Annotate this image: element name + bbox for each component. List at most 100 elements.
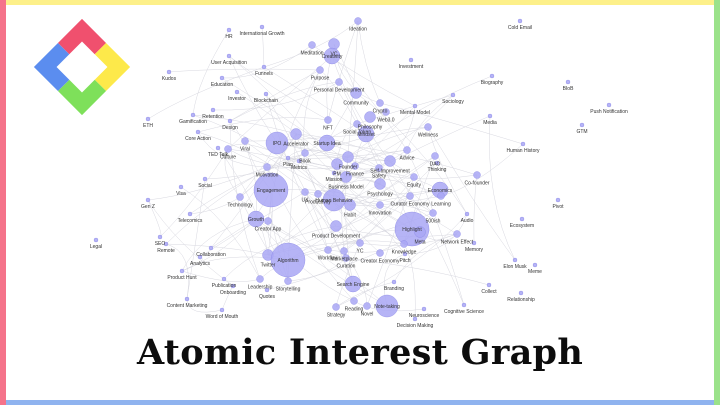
node-knowledge[interactable] bbox=[400, 240, 408, 248]
node-biob[interactable] bbox=[565, 79, 571, 85]
node-neuroscience[interactable] bbox=[421, 306, 427, 312]
node-memory[interactable] bbox=[471, 240, 477, 246]
node-ideation[interactable] bbox=[354, 17, 362, 25]
node-startup-idea[interactable] bbox=[318, 134, 336, 152]
node-habit[interactable] bbox=[344, 199, 356, 211]
node-meta[interactable] bbox=[414, 226, 426, 238]
node-gen-z[interactable] bbox=[145, 197, 151, 203]
node-funnels[interactable] bbox=[261, 64, 267, 70]
node-strategy[interactable] bbox=[332, 303, 340, 311]
node-kudos[interactable] bbox=[166, 69, 172, 75]
node-meme[interactable] bbox=[532, 262, 538, 268]
node-remote[interactable] bbox=[163, 241, 169, 247]
node-marketplace[interactable] bbox=[340, 247, 348, 255]
node-accelerator[interactable] bbox=[290, 128, 302, 140]
node-telecomics[interactable] bbox=[187, 211, 193, 217]
node-ted-talk[interactable] bbox=[215, 145, 221, 151]
node-biography[interactable] bbox=[489, 73, 495, 79]
node-metrics[interactable] bbox=[296, 158, 302, 164]
node-purpose[interactable] bbox=[316, 66, 324, 74]
node-social-token[interactable] bbox=[353, 120, 361, 128]
node-elon-musk[interactable] bbox=[512, 257, 518, 263]
node-co-founder[interactable] bbox=[473, 171, 481, 179]
node-technology[interactable] bbox=[236, 193, 244, 201]
node-branding[interactable] bbox=[391, 279, 397, 285]
node-creativity[interactable] bbox=[323, 47, 341, 65]
node-relationship[interactable] bbox=[518, 290, 524, 296]
node-yc[interactable] bbox=[356, 239, 364, 247]
node-plan[interactable] bbox=[285, 155, 291, 161]
node-cold-email[interactable] bbox=[517, 18, 523, 24]
node-media[interactable] bbox=[487, 113, 493, 119]
node-vc[interactable] bbox=[328, 38, 340, 50]
node-equity[interactable] bbox=[410, 173, 418, 181]
node-product-development[interactable] bbox=[330, 220, 342, 232]
node-seo[interactable] bbox=[157, 234, 163, 240]
node-pm[interactable] bbox=[331, 158, 343, 170]
node-ipo[interactable] bbox=[265, 131, 289, 155]
node-product-hunt[interactable] bbox=[179, 268, 185, 274]
node-curator-economy[interactable] bbox=[406, 192, 414, 200]
node-human-history[interactable] bbox=[520, 141, 526, 147]
node-algorithm[interactable] bbox=[270, 242, 306, 278]
node-self-improvement[interactable] bbox=[384, 155, 396, 167]
node-core-action[interactable] bbox=[195, 129, 201, 135]
node-collaboration[interactable] bbox=[208, 245, 214, 251]
node-education[interactable] bbox=[219, 75, 225, 81]
node-collect[interactable] bbox=[486, 282, 492, 288]
node-quotes[interactable] bbox=[264, 287, 270, 293]
node-meditation[interactable] bbox=[308, 41, 316, 49]
node-learning[interactable] bbox=[437, 192, 445, 200]
node-cognitive-science[interactable] bbox=[461, 302, 467, 308]
node-mental-model[interactable] bbox=[412, 103, 418, 109]
node-audio[interactable] bbox=[464, 211, 470, 217]
node-investment[interactable] bbox=[408, 57, 414, 63]
node-pivot[interactable] bbox=[555, 197, 561, 203]
node-social[interactable] bbox=[202, 176, 208, 182]
node-nft[interactable] bbox=[324, 116, 332, 124]
node-growth[interactable] bbox=[247, 210, 265, 228]
node-human-behavior[interactable] bbox=[322, 188, 346, 212]
node-storytelling[interactable] bbox=[284, 277, 292, 285]
node-business-model[interactable] bbox=[340, 171, 352, 183]
node-viral[interactable] bbox=[241, 137, 249, 145]
node-sociology[interactable] bbox=[450, 92, 456, 98]
node-decision-making[interactable] bbox=[412, 316, 418, 322]
node-investor[interactable] bbox=[234, 89, 240, 95]
node-user-acquisition[interactable] bbox=[226, 53, 232, 59]
node-productivity[interactable] bbox=[314, 190, 322, 198]
node-word-of-mouth[interactable] bbox=[219, 307, 225, 313]
node-note-taking[interactable] bbox=[375, 294, 399, 318]
node-culture[interactable] bbox=[224, 145, 232, 153]
node-design[interactable] bbox=[227, 118, 233, 124]
node-content-marketing[interactable] bbox=[184, 296, 190, 302]
node-reading[interactable] bbox=[350, 297, 358, 305]
node-wellness[interactable] bbox=[424, 123, 432, 131]
node-network-effect[interactable] bbox=[453, 230, 461, 238]
node-motivation[interactable] bbox=[263, 163, 271, 171]
node-hr[interactable] bbox=[226, 27, 232, 33]
node-mission[interactable] bbox=[331, 170, 337, 176]
node-book[interactable] bbox=[301, 149, 309, 157]
node-creator-app[interactable] bbox=[264, 217, 272, 225]
node-psychology[interactable] bbox=[374, 178, 386, 190]
node-engagement[interactable] bbox=[253, 172, 289, 208]
node-ux[interactable] bbox=[301, 188, 309, 196]
node-legal[interactable] bbox=[93, 237, 99, 243]
node-creator-economy[interactable] bbox=[376, 249, 384, 257]
node-thinking[interactable] bbox=[434, 160, 440, 166]
node-safety[interactable] bbox=[375, 164, 383, 172]
node-gtm[interactable] bbox=[579, 122, 585, 128]
node-ecosystem[interactable] bbox=[519, 216, 525, 222]
node-founder[interactable] bbox=[342, 151, 354, 163]
node-blockchain[interactable] bbox=[263, 91, 269, 97]
node-advice[interactable] bbox=[403, 146, 411, 154]
node-visa[interactable] bbox=[178, 184, 184, 190]
node-eth[interactable] bbox=[145, 116, 151, 122]
node-mindset[interactable] bbox=[357, 125, 375, 143]
node-dao[interactable] bbox=[431, 152, 439, 160]
node-onboarding[interactable] bbox=[230, 283, 236, 289]
node-novel[interactable] bbox=[363, 302, 371, 310]
node-analytics[interactable] bbox=[197, 254, 203, 260]
node-pitch[interactable] bbox=[402, 251, 408, 257]
